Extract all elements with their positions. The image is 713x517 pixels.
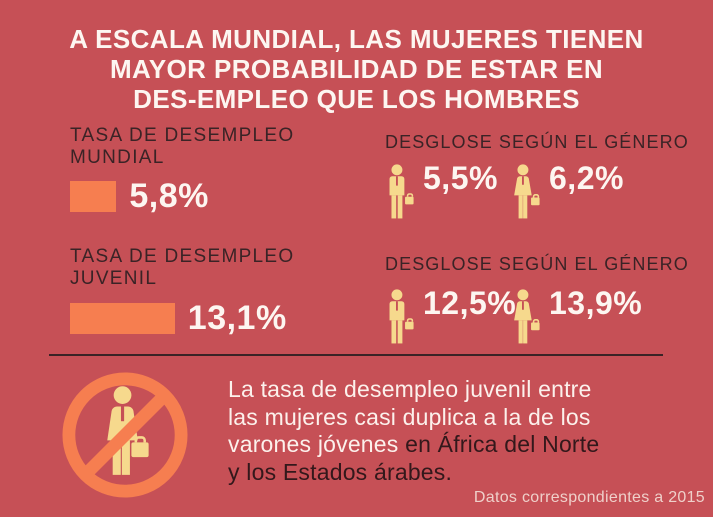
male-person-icon <box>385 160 414 224</box>
global-rate-bar-row: 5,8% <box>70 177 209 216</box>
global-female-value: 6,2% <box>549 160 624 196</box>
global-rate-label: TASA DE DESEMPLEO MUNDIAL <box>70 125 294 169</box>
youth-female-value: 13,9% <box>549 285 643 321</box>
female-person-icon <box>511 285 540 349</box>
global-rate-label-line2: MUNDIAL <box>70 147 165 168</box>
youth-rate-bar-row: 13,1% <box>70 299 287 338</box>
note-line-2: las mujeres casi duplica a la de los <box>228 403 591 430</box>
note-line-1: La tasa de desempleo juvenil entre <box>228 376 592 402</box>
global-rate-bar <box>70 181 117 212</box>
title-line-2: MAYOR PROBABILIDAD DE ESTAR EN <box>109 54 604 84</box>
note-line-3: varones jóvenes en África del Norte <box>228 431 600 457</box>
note-line-4: y los Estados árabes. <box>228 458 453 485</box>
no-employment-prohibition-icon <box>61 371 189 499</box>
global-rate-value: 5,8% <box>129 177 209 215</box>
global-male-stat: 5,5% <box>385 160 498 224</box>
youth-breakdown-label: DESGLOSE SEGÚN EL GÉNERO <box>385 254 689 274</box>
male-person-icon <box>385 285 414 349</box>
global-male-value: 5,5% <box>423 160 498 196</box>
global-breakdown-label: DESGLOSE SEGÚN EL GÉNERO <box>385 132 689 152</box>
youth-rate-label: TASA DE DESEMPLEO JUVENIL <box>70 246 294 290</box>
global-female-stat: 6,2% <box>511 160 624 224</box>
page-title: A ESCALA MUNDIAL, LAS MUJERES TIENEN MAY… <box>0 24 713 114</box>
youth-rate-label-line2: JUVENIL <box>70 268 158 289</box>
youth-male-value: 12,5% <box>423 285 517 321</box>
youth-rate-bar <box>70 303 175 334</box>
youth-rate-value: 13,1% <box>187 299 287 337</box>
female-person-icon <box>511 160 540 224</box>
global-rate-label-line1: TASA DE DESEMPLEO <box>70 125 295 146</box>
youth-female-stat: 13,9% <box>511 285 642 349</box>
title-line-3: DES-EMPLEO QUE LOS HOMBRES <box>133 84 580 114</box>
highlight-note: La tasa de desempleo juvenil entre las m… <box>228 376 688 486</box>
data-year-footnote: Datos correspondientes a 2015 <box>473 489 705 506</box>
youth-rate-label-line1: TASA DE DESEMPLEO <box>70 246 295 267</box>
youth-male-stat: 12,5% <box>385 285 516 349</box>
title-line-1: A ESCALA MUNDIAL, LAS MUJERES TIENEN <box>69 24 644 54</box>
section-divider <box>49 354 663 356</box>
